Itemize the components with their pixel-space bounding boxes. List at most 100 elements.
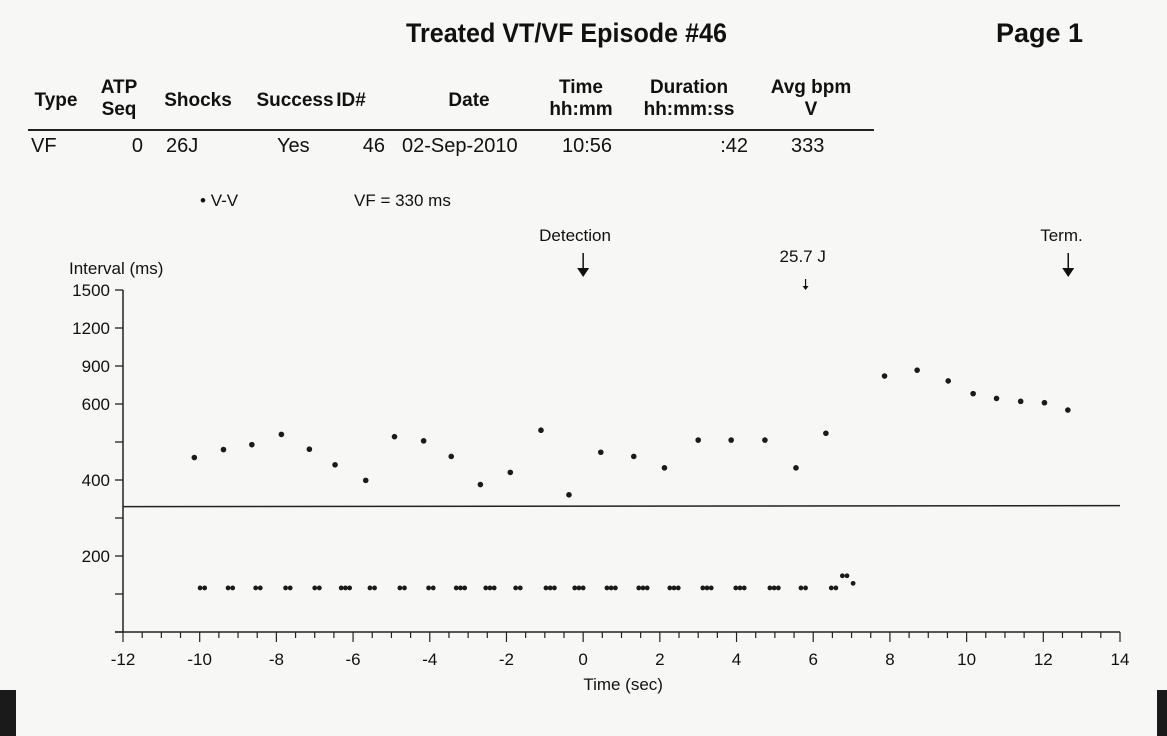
column-header-line1: ID#	[336, 90, 366, 111]
marker-point	[644, 585, 650, 591]
y-tick-label: 200	[82, 547, 110, 566]
marker-point	[343, 585, 348, 591]
marker-point	[608, 585, 614, 591]
vv-interval-point	[914, 367, 920, 373]
marker-point	[636, 585, 642, 591]
marker-point	[458, 585, 463, 591]
column-header: Avg bpm V	[751, 77, 871, 121]
vv-interval-point	[1065, 407, 1071, 413]
table-cell: Yes	[277, 135, 310, 157]
marker-point	[197, 585, 203, 591]
vv-interval-point	[391, 433, 398, 440]
marker-point	[844, 573, 850, 579]
x-tick-label: -10	[187, 650, 212, 669]
marker-point	[283, 585, 288, 591]
y-tick-label: 1500	[72, 281, 110, 300]
marker-point	[833, 585, 839, 591]
legend-marker: •	[200, 191, 206, 210]
marker-point	[604, 585, 610, 591]
marker-point	[517, 585, 523, 591]
vv-interval-point	[945, 378, 952, 384]
table-cell: :42	[720, 135, 748, 157]
marker-point	[543, 585, 549, 591]
marker-point	[225, 585, 231, 591]
marker-point	[850, 580, 856, 586]
y-axis-label: Interval (ms)	[69, 259, 163, 278]
marker-point	[704, 585, 710, 591]
report-title: Treated VT/VF Episode #46	[406, 18, 727, 48]
marker-point	[551, 585, 557, 591]
marker-point	[733, 585, 739, 591]
marker-point	[347, 585, 353, 591]
x-tick-label: -2	[499, 650, 514, 669]
vf-threshold-label: VF = 330 ms	[354, 191, 451, 210]
vv-interval-point	[881, 373, 888, 379]
marker-point	[547, 585, 553, 591]
scan-edge-right	[1157, 690, 1167, 736]
marker-point	[487, 585, 493, 591]
table-cell: VF	[31, 135, 57, 157]
marker-point	[430, 585, 436, 591]
marker-point	[667, 585, 673, 591]
vv-interval-point	[191, 454, 198, 461]
table-cell: 10:56	[562, 135, 613, 157]
marker-point	[202, 585, 208, 591]
marker-point	[675, 585, 681, 591]
column-header: ATP Seq	[59, 77, 179, 121]
x-tick-label: -6	[346, 650, 361, 669]
x-tick-label: 12	[1034, 650, 1053, 669]
table-cell: 333	[791, 135, 825, 157]
x-tick-label: 14	[1111, 650, 1130, 669]
column-header-line1: Avg bpm	[770, 77, 852, 98]
marker-point	[372, 585, 377, 591]
marker-point	[572, 585, 578, 591]
column-header-line2: V	[804, 99, 818, 120]
marker-point	[513, 585, 519, 591]
column-header: Type	[0, 90, 116, 112]
table-cell: 0	[131, 135, 143, 157]
vv-interval-point	[762, 437, 768, 443]
marker-point	[576, 585, 582, 591]
column-header-line1: Duration	[649, 77, 729, 98]
marker-point	[453, 585, 459, 591]
x-tick-label: 2	[655, 650, 664, 669]
y-tick-label: 900	[82, 357, 110, 376]
marker-point	[367, 585, 373, 591]
column-header-line1: Date	[448, 90, 490, 111]
vv-interval-point	[597, 449, 604, 456]
vf-threshold-line	[122, 504, 1121, 508]
vv-interval-point	[538, 427, 544, 434]
page-number: Page 1	[996, 18, 1084, 48]
marker-point	[338, 585, 344, 591]
column-header-line2: hh:mm:ss	[643, 99, 735, 120]
x-axis-label: Time (sec)	[583, 675, 663, 694]
x-tick-label: -12	[111, 650, 136, 669]
vv-interval-point	[993, 395, 1000, 402]
x-tick-label: -4	[422, 650, 437, 669]
column-header: Duration hh:mm:ss	[629, 77, 749, 121]
marker-point	[700, 585, 706, 591]
annotation-label: Term.	[1040, 226, 1083, 245]
vv-interval-point	[793, 465, 799, 471]
marker-point	[257, 585, 263, 591]
annotation-label: 25.7 J	[780, 247, 826, 266]
table-cell: 02-Sep-2010	[402, 135, 518, 157]
marker-point	[426, 585, 432, 591]
x-tick-label: 0	[578, 650, 587, 669]
marker-point	[230, 585, 236, 591]
x-tick-label: 6	[808, 650, 817, 669]
marker-point	[803, 585, 808, 591]
marker-point	[462, 585, 468, 591]
marker-point	[253, 585, 259, 591]
column-header: Date	[409, 90, 529, 112]
marker-point	[708, 585, 714, 591]
column-header: Shocks	[138, 90, 258, 112]
marker-point	[771, 585, 777, 591]
scan-edge-left	[0, 690, 16, 736]
vv-interval-point	[661, 465, 668, 471]
y-tick-label: 400	[82, 471, 110, 490]
column-header-line1: Time	[558, 77, 603, 98]
vv-interval-point	[477, 481, 484, 488]
marker-point	[312, 585, 318, 591]
